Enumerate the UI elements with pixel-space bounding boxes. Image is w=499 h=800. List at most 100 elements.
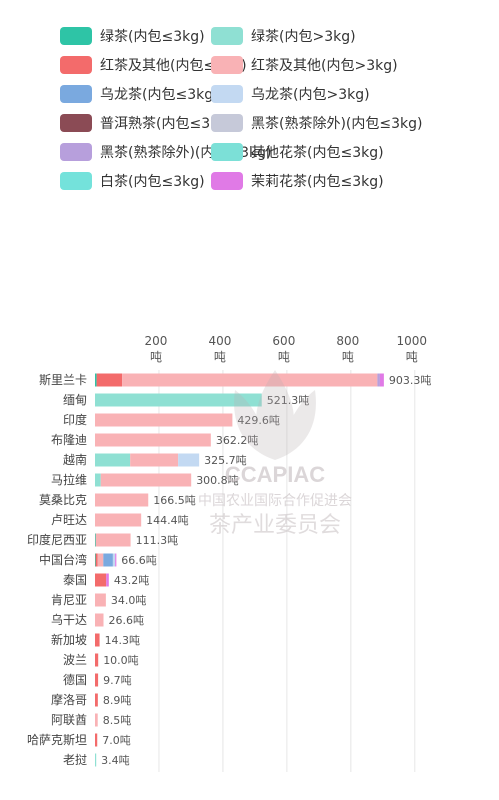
total-label: 3.4吨 — [101, 754, 129, 767]
bar-segment — [95, 373, 97, 387]
bar-segment — [95, 393, 262, 407]
legend-label: 绿茶(内包>3kg) — [251, 29, 356, 45]
category-label: 新加坡 — [51, 632, 87, 647]
legend-label: 白茶(内包≤3kg) — [100, 174, 205, 190]
x-tick-label: 1000 — [397, 334, 428, 348]
legend-swatch — [60, 143, 92, 161]
total-label: 300.8吨 — [196, 474, 239, 487]
bar-segment — [122, 373, 378, 387]
bar-segment — [95, 693, 98, 707]
legend-swatch — [211, 27, 243, 45]
x-tick-label: 吨 — [278, 350, 290, 364]
bar-segment — [95, 613, 104, 627]
bar-segment — [178, 453, 200, 467]
chart-legend: 绿茶(内包≤3kg) 绿茶(内包>3kg) 红茶及其他(内包≤3kg) 红茶及其他(内… — [0, 0, 499, 210]
bar-segment — [95, 413, 233, 427]
category-label: 斯里兰卡 — [39, 373, 87, 387]
bar-segment — [130, 453, 179, 467]
total-label: 66.6吨 — [121, 554, 156, 567]
total-label: 14.3吨 — [105, 634, 141, 647]
category-label: 肯尼亚 — [51, 593, 87, 607]
category-label: 波兰 — [63, 653, 87, 667]
legend-item[interactable]: 红茶及其他(内包>3kg) — [211, 55, 398, 75]
legend-item[interactable]: 普洱熟茶(内包≤3kg) — [60, 113, 233, 133]
category-label: 阿联酋 — [51, 712, 87, 727]
legend-label: 绿茶(内包≤3kg) — [100, 29, 205, 45]
category-label: 印度 — [63, 412, 87, 427]
legend-swatch — [211, 56, 243, 74]
legend-item[interactable]: 绿茶(内包>3kg) — [211, 26, 356, 46]
bar-segment — [100, 473, 192, 487]
category-label: 印度尼西亚 — [27, 532, 87, 547]
bar-segment — [95, 733, 98, 747]
legend-item[interactable]: 乌龙茶(内包≤3kg) — [60, 84, 219, 104]
total-label: 7.0吨 — [102, 734, 131, 747]
legend-swatch — [211, 143, 243, 161]
bar-segment — [95, 753, 97, 767]
category-label: 卢旺达 — [51, 512, 87, 527]
legend-swatch — [211, 85, 243, 103]
legend-item[interactable]: 红茶及其他(内包≤3kg) — [60, 55, 247, 75]
watermark-line2: 中国农业国际合作促进会 — [198, 493, 352, 509]
x-tick-label: 200 — [145, 334, 168, 348]
x-tick-label: 600 — [272, 334, 295, 348]
category-label: 莫桑比克 — [39, 493, 87, 507]
bar-segment — [95, 713, 98, 727]
x-tick-label: 吨 — [342, 350, 354, 364]
legend-label: 普洱熟茶(内包≤3kg) — [100, 116, 233, 132]
bar-segment — [95, 553, 98, 567]
category-label: 老挝 — [63, 753, 87, 767]
bar-segment — [115, 553, 117, 567]
total-label: 521.3吨 — [267, 394, 310, 407]
legend-item[interactable]: 黑茶(熟茶除外)(内包≤3kg) — [211, 113, 422, 133]
watermark-logo: CCAPIAC 中国农业国际合作促进会 茶产业委员会 — [198, 370, 352, 538]
bar-segment — [103, 553, 113, 567]
legend-item[interactable]: 茉莉花茶(内包≤3kg) — [211, 171, 384, 191]
category-label: 中国台湾 — [39, 552, 87, 567]
legend-item[interactable]: 乌龙茶(内包>3kg) — [211, 84, 370, 104]
x-tick-label: 400 — [208, 334, 231, 348]
x-tick-label: 吨 — [150, 350, 162, 364]
total-label: 111.3吨 — [136, 534, 179, 547]
bar-segment — [95, 653, 99, 667]
legend-label: 其他花茶(内包≤3kg) — [251, 145, 384, 161]
total-label: 8.9吨 — [103, 694, 132, 707]
legend-swatch — [60, 172, 92, 190]
legend-swatch — [211, 114, 243, 132]
category-label: 摩洛哥 — [51, 692, 87, 707]
bar-segment — [95, 633, 100, 647]
bar-segment — [95, 553, 97, 567]
total-label: 8.5吨 — [103, 714, 131, 727]
legend-swatch — [211, 172, 243, 190]
category-label: 缅甸 — [63, 393, 87, 407]
bar-segment — [97, 553, 104, 567]
legend-swatch — [60, 27, 92, 45]
category-label: 越南 — [63, 452, 87, 467]
legend-label: 红茶及其他(内包>3kg) — [251, 58, 398, 74]
legend-label: 黑茶(熟茶除外)(内包≤3kg) — [251, 116, 423, 132]
legend-item[interactable]: 白茶(内包≤3kg) — [60, 171, 205, 191]
category-label: 泰国 — [63, 573, 87, 587]
bar-segment — [95, 493, 149, 507]
legend-item[interactable]: 绿茶(内包≤3kg) — [60, 26, 205, 46]
legend-swatch — [60, 85, 92, 103]
x-tick-label: 吨 — [214, 350, 226, 364]
category-label: 马拉维 — [51, 472, 87, 487]
x-tick-label: 吨 — [406, 350, 418, 364]
bar-segment — [95, 473, 101, 487]
total-label: 43.2吨 — [114, 574, 150, 587]
total-label: 362.2吨 — [216, 434, 258, 447]
legend-item[interactable]: 其他花茶(内包≤3kg) — [211, 142, 384, 162]
category-label: 哈萨克斯坦 — [27, 733, 87, 747]
bar-segment — [95, 453, 131, 467]
bar-segment — [96, 373, 123, 387]
legend-label: 茉莉花茶(内包≤3kg) — [251, 174, 384, 190]
bar-segment — [377, 373, 380, 387]
x-tick-label: 800 — [336, 334, 359, 348]
watermark-line3: 茶产业委员会 — [209, 513, 341, 538]
total-label: 34.0吨 — [111, 594, 147, 607]
total-label: 144.4吨 — [146, 514, 189, 527]
legend-swatch — [60, 56, 92, 74]
bar-segment — [95, 593, 106, 607]
